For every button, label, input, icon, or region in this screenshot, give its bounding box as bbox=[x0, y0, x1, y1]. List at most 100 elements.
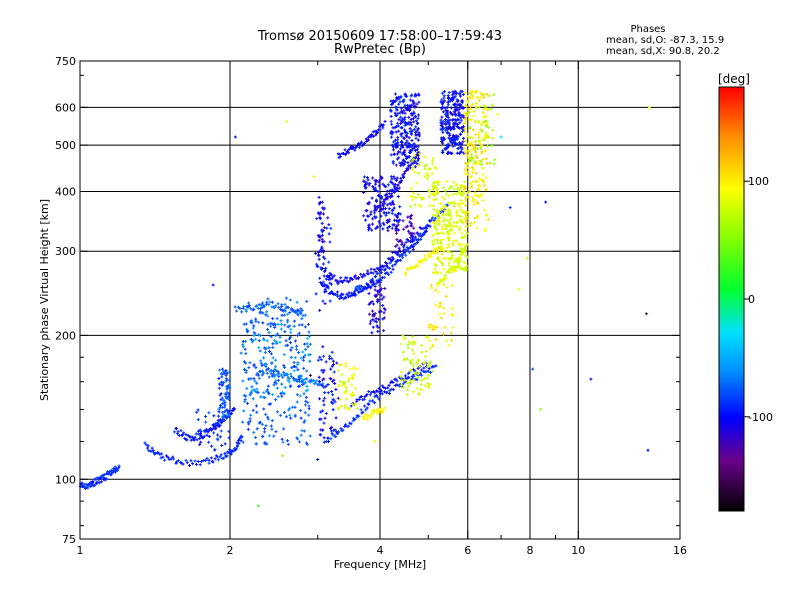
data-point bbox=[440, 106, 444, 110]
data-point bbox=[283, 373, 287, 377]
data-point bbox=[205, 456, 209, 460]
data-point bbox=[86, 486, 90, 490]
data-point bbox=[395, 157, 399, 161]
data-point bbox=[205, 433, 209, 437]
data-point bbox=[273, 368, 277, 372]
data-point bbox=[276, 370, 280, 374]
data-point bbox=[399, 258, 403, 262]
data-point bbox=[421, 227, 425, 231]
data-point bbox=[239, 351, 243, 355]
data-point bbox=[388, 266, 392, 270]
data-point bbox=[437, 216, 441, 220]
x-tick-label: 16 bbox=[673, 544, 687, 557]
data-point bbox=[180, 433, 184, 437]
data-point bbox=[391, 148, 395, 152]
data-point bbox=[404, 253, 408, 257]
data-point bbox=[286, 439, 290, 443]
data-point bbox=[418, 364, 422, 368]
data-point bbox=[405, 94, 409, 98]
data-point bbox=[263, 430, 267, 434]
data-point bbox=[440, 91, 444, 95]
data-point bbox=[455, 221, 459, 225]
data-point bbox=[276, 302, 280, 306]
data-point bbox=[376, 412, 380, 416]
data-point bbox=[394, 163, 398, 167]
data-point bbox=[233, 135, 237, 139]
data-point bbox=[397, 95, 401, 99]
data-point bbox=[347, 295, 351, 299]
data-point bbox=[445, 110, 449, 114]
data-point bbox=[369, 212, 373, 216]
data-point bbox=[444, 225, 448, 229]
data-point bbox=[411, 358, 415, 362]
data-point bbox=[447, 244, 451, 248]
data-point bbox=[468, 126, 472, 130]
data-point bbox=[410, 93, 414, 97]
data-point bbox=[262, 391, 266, 395]
data-point bbox=[294, 339, 298, 343]
data-point bbox=[390, 135, 394, 139]
data-point bbox=[328, 240, 332, 244]
data-point bbox=[376, 292, 380, 296]
data-point bbox=[465, 232, 469, 236]
data-point bbox=[352, 291, 356, 295]
data-point bbox=[407, 384, 410, 388]
data-point bbox=[478, 185, 482, 189]
data-point bbox=[377, 317, 381, 321]
data-point bbox=[452, 124, 456, 128]
data-point bbox=[360, 275, 364, 279]
data-point bbox=[382, 386, 386, 390]
data-point bbox=[156, 451, 160, 455]
data-point bbox=[273, 365, 277, 369]
data-point bbox=[399, 147, 403, 151]
data-point bbox=[264, 347, 268, 351]
data-point bbox=[285, 120, 289, 124]
data-point bbox=[435, 191, 439, 195]
data-point bbox=[296, 363, 300, 367]
data-point bbox=[262, 407, 266, 411]
data-point bbox=[403, 130, 407, 134]
data-point bbox=[459, 94, 463, 98]
data-point bbox=[249, 337, 253, 341]
data-point bbox=[343, 406, 347, 410]
data-point bbox=[330, 393, 334, 397]
data-point bbox=[317, 238, 321, 242]
data-point bbox=[412, 120, 416, 124]
data-point bbox=[420, 368, 424, 372]
data-point bbox=[318, 216, 322, 220]
data-point bbox=[410, 159, 414, 163]
data-point bbox=[483, 119, 487, 123]
data-point bbox=[452, 127, 456, 131]
data-point bbox=[336, 431, 340, 435]
data-point bbox=[286, 318, 290, 322]
data-point bbox=[475, 90, 479, 94]
data-point bbox=[313, 381, 317, 385]
data-point bbox=[317, 250, 321, 254]
data-point bbox=[418, 232, 422, 236]
data-point bbox=[271, 300, 275, 304]
data-point bbox=[289, 372, 293, 376]
data-point bbox=[406, 161, 410, 165]
data-point bbox=[216, 414, 220, 418]
data-point bbox=[392, 206, 396, 210]
data-point bbox=[302, 358, 306, 362]
data-point bbox=[447, 261, 451, 265]
data-point bbox=[461, 210, 465, 214]
data-point bbox=[321, 262, 325, 266]
data-point bbox=[327, 260, 331, 264]
data-point bbox=[431, 243, 435, 247]
data-point bbox=[333, 400, 337, 404]
data-point bbox=[219, 398, 223, 402]
data-point bbox=[428, 203, 432, 207]
data-point bbox=[279, 413, 283, 417]
data-point bbox=[227, 394, 231, 398]
data-point bbox=[432, 181, 436, 185]
data-point bbox=[252, 388, 256, 392]
data-point bbox=[398, 218, 402, 222]
data-point bbox=[482, 107, 486, 111]
data-point bbox=[447, 201, 451, 205]
data-point bbox=[470, 165, 474, 169]
data-point bbox=[355, 367, 359, 371]
data-point bbox=[207, 435, 211, 439]
data-point bbox=[409, 186, 413, 190]
